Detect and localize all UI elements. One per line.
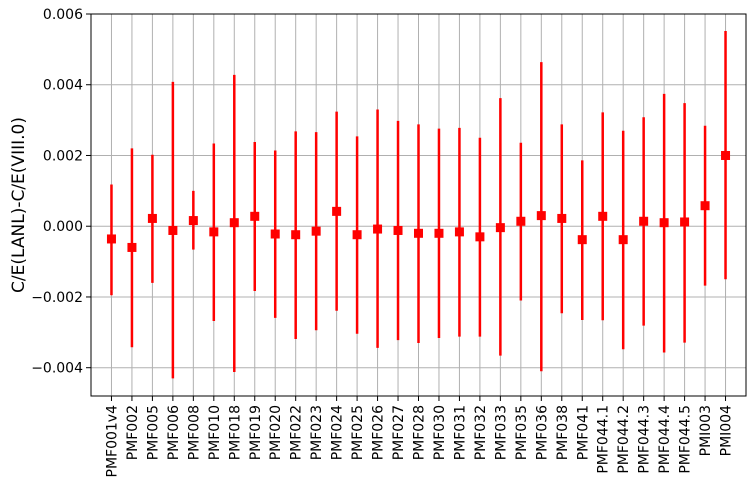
x-tick-label: PMF041: [575, 405, 591, 460]
x-tick-label: PMF033: [493, 405, 509, 460]
y-axis-label: C/E(LANL)-C/E(VIII.0): [9, 117, 29, 293]
data-point: [577, 235, 587, 245]
data-point: [639, 216, 649, 226]
data-point: [414, 228, 423, 238]
x-axis-ticks: PMF001v4 PMF002 PMF005 PMF006 PMF008 PMF010 PM…: [104, 396, 735, 478]
x-tick-label: PMF036: [534, 405, 550, 460]
data-point: [311, 226, 321, 236]
data-point: [680, 217, 690, 227]
x-tick-label: PMF018: [227, 405, 243, 460]
x-tick-label: PMF032: [473, 405, 489, 460]
y-axis-ticks: −0.004 −0.002 0.000 0.002 0.004 0.006: [31, 7, 91, 377]
y-tick-label: 0.006: [43, 7, 83, 23]
x-tick-label: PMF008: [186, 405, 202, 460]
data-point: [557, 213, 567, 223]
y-tick-label: 0.004: [43, 78, 83, 94]
data-point: [434, 228, 444, 238]
data-point: [229, 218, 239, 228]
data-point: [168, 225, 178, 235]
data-point: [516, 216, 526, 226]
data-point: [291, 230, 301, 240]
x-tick-label: PMF024: [330, 405, 346, 460]
data-point: [475, 232, 485, 242]
x-tick-label: PMF044.3: [637, 405, 653, 474]
data-point: [495, 223, 505, 233]
y-tick-label: −0.004: [31, 361, 83, 377]
x-tick-label: PMF025: [350, 405, 366, 460]
data-point: [106, 234, 116, 244]
data-point: [598, 211, 608, 221]
data-point: [454, 227, 464, 237]
data-point: [147, 213, 157, 223]
x-tick-label: PMF023: [309, 405, 325, 460]
y-tick-label: −0.002: [31, 290, 83, 306]
x-tick-label: PMI003: [698, 405, 714, 456]
x-tick-label: PMF020: [268, 405, 284, 460]
data-point: [393, 225, 403, 235]
data-point: [250, 211, 260, 221]
data-point: [373, 224, 383, 234]
data-points: [106, 150, 731, 252]
data-point: [659, 218, 669, 228]
x-tick-label: PMF010: [207, 405, 223, 460]
x-tick-label: PMF044.4: [657, 405, 673, 474]
x-tick-label: PMF026: [371, 405, 387, 460]
x-tick-label: PMF030: [432, 405, 448, 460]
x-tick-label: PMF028: [412, 405, 428, 460]
x-tick-label: PMF044.2: [616, 405, 632, 474]
data-point: [270, 229, 280, 239]
x-tick-label: PMF044.5: [678, 405, 694, 474]
x-tick-label: PMF005: [145, 405, 161, 460]
x-tick-label: PMF031: [452, 405, 468, 460]
data-point: [209, 227, 219, 237]
x-tick-label: PMF022: [289, 405, 305, 460]
y-tick-label: 0.002: [43, 148, 83, 164]
x-tick-label: PMF019: [248, 405, 264, 460]
data-point: [127, 242, 137, 252]
x-tick-label: PMF035: [514, 405, 530, 460]
y-tick-label: 0.000: [43, 219, 83, 235]
x-tick-label: PMI004: [719, 405, 735, 456]
data-point: [352, 230, 362, 240]
data-point: [700, 201, 710, 211]
x-tick-label: PMF001v4: [104, 405, 120, 478]
data-point: [536, 211, 546, 221]
data-point: [188, 216, 198, 226]
data-point: [332, 206, 342, 216]
data-point: [721, 150, 731, 160]
x-tick-label: PMF002: [125, 405, 141, 460]
x-tick-label: PMF027: [391, 405, 407, 460]
x-tick-label: PMF038: [555, 405, 571, 460]
x-tick-label: PMF044.1: [596, 405, 612, 474]
x-tick-label: PMF006: [166, 405, 182, 460]
data-point: [618, 235, 628, 245]
